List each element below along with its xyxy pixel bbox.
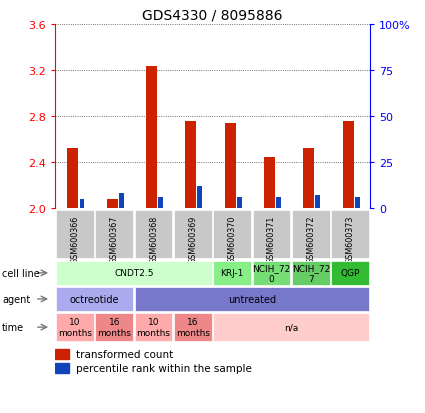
Text: QGP: QGP <box>340 269 360 278</box>
Bar <box>95 210 133 259</box>
Text: time: time <box>2 322 24 332</box>
Bar <box>185 121 196 209</box>
Bar <box>355 197 360 209</box>
Text: CNDT2.5: CNDT2.5 <box>114 269 153 278</box>
Bar <box>331 261 369 285</box>
Bar <box>135 210 173 259</box>
Text: 10
months: 10 months <box>136 318 170 337</box>
Bar <box>303 149 314 209</box>
Bar <box>107 199 118 209</box>
Bar <box>213 261 251 285</box>
Text: 16
months: 16 months <box>97 318 131 337</box>
Text: transformed count: transformed count <box>76 349 173 359</box>
Title: GDS4330 / 8095886: GDS4330 / 8095886 <box>142 8 283 22</box>
Text: GSM600369: GSM600369 <box>188 215 197 263</box>
Bar <box>198 187 202 209</box>
Bar <box>174 210 212 259</box>
Bar <box>56 210 94 259</box>
Bar <box>55 363 69 373</box>
Bar <box>264 158 275 209</box>
Bar <box>276 197 281 209</box>
Bar <box>292 210 330 259</box>
Bar <box>95 313 133 341</box>
Text: NCIH_72
0: NCIH_72 0 <box>252 263 291 283</box>
Bar <box>55 349 69 358</box>
Text: octreotide: octreotide <box>70 294 119 304</box>
Bar <box>237 197 242 209</box>
Bar <box>146 67 157 209</box>
Bar <box>213 313 369 341</box>
Text: GSM600367: GSM600367 <box>110 215 119 263</box>
Bar <box>331 210 369 259</box>
Bar <box>56 287 133 311</box>
Text: GSM600372: GSM600372 <box>306 215 315 263</box>
Bar <box>225 123 236 209</box>
Bar <box>252 210 290 259</box>
Bar <box>56 313 94 341</box>
Bar <box>315 196 320 209</box>
Text: untreated: untreated <box>228 294 276 304</box>
Text: GSM600366: GSM600366 <box>71 215 79 263</box>
Text: 10
months: 10 months <box>58 318 92 337</box>
Bar <box>213 210 251 259</box>
Text: agent: agent <box>2 294 30 304</box>
Bar <box>292 261 330 285</box>
Text: NCIH_72
7: NCIH_72 7 <box>292 263 330 283</box>
Text: n/a: n/a <box>284 323 298 332</box>
Text: cell line: cell line <box>2 268 40 278</box>
Bar <box>56 261 212 285</box>
Text: percentile rank within the sample: percentile rank within the sample <box>76 363 252 373</box>
Text: GSM600373: GSM600373 <box>346 215 354 263</box>
Bar <box>68 149 79 209</box>
Bar <box>79 199 85 209</box>
Bar <box>135 287 369 311</box>
Text: GSM600371: GSM600371 <box>267 215 276 263</box>
Bar <box>252 261 290 285</box>
Bar <box>158 197 163 209</box>
Bar <box>174 313 212 341</box>
Text: 16
months: 16 months <box>176 318 210 337</box>
Bar <box>135 313 173 341</box>
Text: GSM600368: GSM600368 <box>149 215 158 263</box>
Text: KRJ-1: KRJ-1 <box>221 269 244 278</box>
Bar <box>343 121 354 209</box>
Text: GSM600370: GSM600370 <box>228 215 237 263</box>
Bar <box>119 194 124 209</box>
